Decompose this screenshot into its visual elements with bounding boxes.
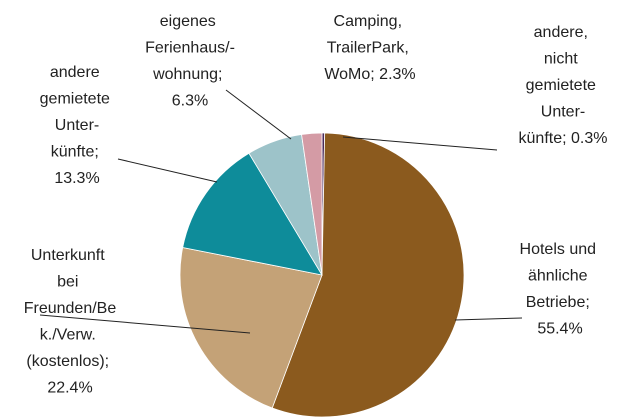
data-label: Hotels und ähnliche Betriebe; 55.4% (520, 241, 601, 338)
leader-line (39, 314, 251, 334)
data-label: Unterkunft bei Freunden/Be k./Verw. (kost… (24, 247, 117, 397)
pie-slice (301, 132, 323, 276)
pie-slice (182, 152, 323, 276)
pie-slice (179, 247, 323, 409)
leader-line (454, 317, 523, 321)
leader-line (225, 89, 292, 140)
data-label: andere gemietete Unter-künfte; 13.3% (40, 64, 115, 187)
data-label: Camping, TrailerPark, WoMo; 2.3% (324, 13, 415, 83)
pie-slice (271, 132, 465, 417)
leader-line (117, 158, 218, 183)
data-label: andere, nicht gemietete Unter-künfte; 0.… (519, 24, 608, 147)
data-label: eigenes Ferienhaus/-wohnung; 6.3% (145, 13, 235, 110)
leader-line (342, 136, 498, 151)
